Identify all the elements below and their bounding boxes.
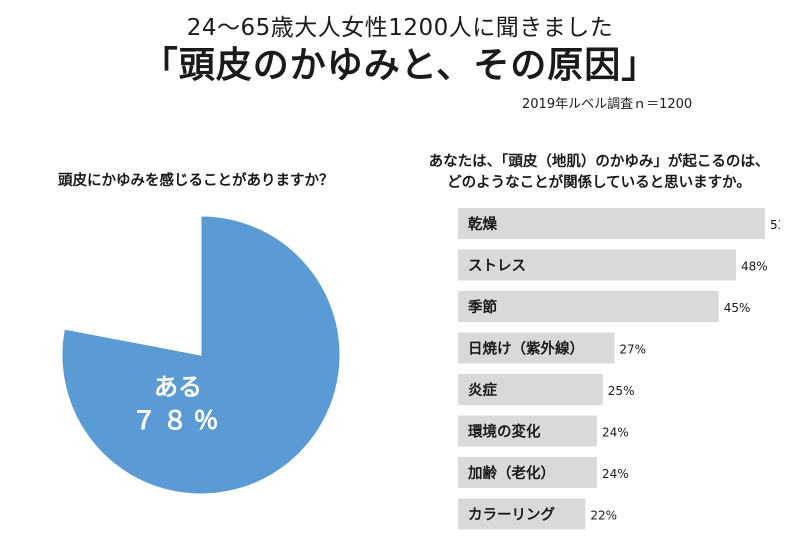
bar-value-label: 48% — [741, 260, 768, 274]
bar-value-label: 22% — [590, 509, 617, 523]
bar-chart: 乾燥 53% ストレス 48% 季節 45% 日焼け（紫外線） 27% 炎症 25% 環境の変化 24… — [458, 208, 780, 530]
bar-2 — [458, 291, 719, 322]
bar-value-label: 25% — [608, 384, 635, 398]
bar-chart-question-line-1: あなたは、「頭皮（地肌）のかゆみ」が起こるのは、 — [428, 154, 770, 170]
survey-note: 2019年ルベル調査ｎ＝1200 — [522, 97, 693, 112]
bar-chart-question: あなたは、「頭皮（地肌）のかゆみ」が起こるのは、 どのようなことが関係していると… — [404, 152, 794, 194]
bar-3 — [458, 332, 615, 364]
bar-1 — [458, 249, 736, 281]
bar-5 — [458, 415, 597, 447]
bar-chart-question-line-2: どのようなことが関係していると思いますか。 — [447, 175, 751, 191]
bar-category-label: 炎症 — [468, 381, 497, 399]
bar-category-label: カラーリング — [468, 506, 555, 524]
bar-value-label: 53% — [770, 218, 780, 232]
bar-category-label: ストレス — [468, 259, 526, 275]
bar-category-label: 日焼け（紫外線） — [468, 340, 584, 358]
bar-7 — [458, 498, 586, 530]
bar-category-label: 季節 — [468, 298, 497, 316]
page-title: 「頭皮のかゆみと、その原因」 — [141, 45, 659, 86]
survey-subtitle: 24～65歳大人女性1200人に聞きました — [186, 15, 614, 41]
pie-slice-value: ７８％ — [131, 406, 224, 435]
bar-value-label: 24% — [602, 467, 629, 481]
bar-category-label: 加齢（老化） — [467, 464, 555, 482]
pie-slice-label: ある — [154, 373, 202, 401]
bar-category-label: 乾燥 — [468, 215, 497, 233]
bar-4 — [458, 374, 603, 405]
pie-chart: ある ７８％ — [61, 215, 341, 495]
pie-chart-question: 頭皮にかゆみを感じることがありますか？ — [58, 173, 334, 189]
bar-category-label: 環境の変化 — [468, 423, 541, 441]
bar-6 — [458, 457, 597, 488]
bar-value-label: 27% — [619, 343, 646, 357]
bar-value-label: 24% — [602, 426, 629, 440]
pie-slice-1 — [63, 215, 202, 356]
bar-value-label: 45% — [724, 301, 751, 315]
bar-0 — [458, 208, 765, 239]
